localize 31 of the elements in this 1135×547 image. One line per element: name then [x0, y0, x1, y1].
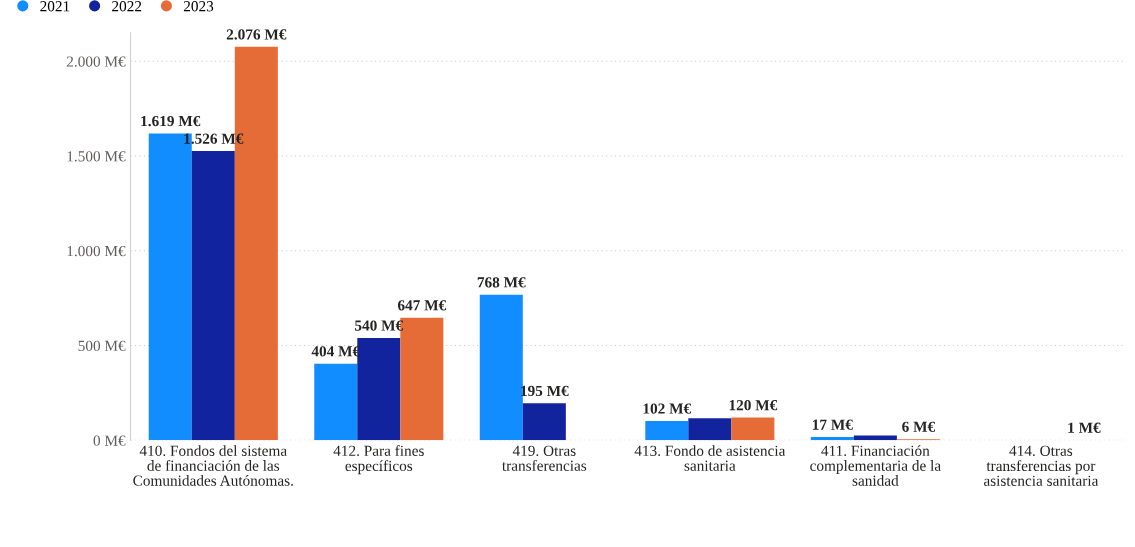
data-label: 1 M€: [1068, 422, 1101, 433]
x-tick-label: 411. Financiación complementaria de la sanidad: [810, 445, 941, 486]
y-tick-label: 1.000 M€: [67, 245, 126, 257]
x-tick-label: 414. Otras transferencias por asistencia sanitaria: [983, 445, 1099, 486]
bar: [810, 437, 854, 441]
y-tick-label: 2.000 M€: [66, 56, 126, 67]
data-label: 768 M€: [477, 277, 526, 288]
legend-label: 2023: [183, 1, 214, 12]
bar: [731, 417, 775, 441]
data-label: 6 M€: [902, 421, 935, 432]
data-label: 17 M€: [812, 419, 853, 430]
bar: [479, 294, 523, 441]
x-tick-label: 410. Fondos del sistema de financiación de las Comunidades Autónomas.: [133, 445, 293, 486]
bar: [314, 363, 358, 441]
data-label: 102 M€: [643, 403, 692, 414]
legend-label: 2021: [40, 1, 70, 12]
data-label: 647 M€: [397, 300, 447, 311]
bar: [191, 151, 235, 441]
data-label: 120 M€: [729, 400, 778, 411]
bar: [688, 418, 732, 441]
y-tick-label: 0 M€: [93, 435, 126, 446]
x-tick-label: 419. Otras transferencias: [502, 445, 587, 471]
x-tick-label: 412. Para fines específicos: [333, 445, 424, 475]
y-tick-label: 1.500 M€: [67, 151, 126, 162]
y-tick-label: 500 M€: [78, 340, 126, 352]
legend-label: 2022: [112, 1, 142, 12]
data-label: 1.619 M€: [141, 115, 201, 127]
x-tick-label: 413. Fondo de asistencia sanitaria: [634, 445, 786, 471]
data-label: 2.076 M€: [226, 29, 287, 40]
bar: [522, 403, 566, 441]
bar: [645, 421, 689, 441]
